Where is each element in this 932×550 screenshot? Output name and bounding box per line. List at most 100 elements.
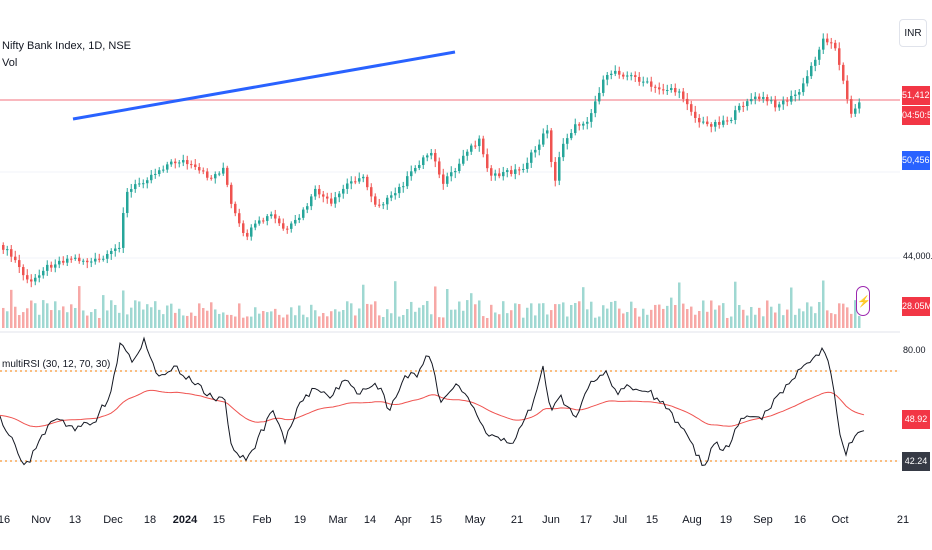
- candle-body: [498, 173, 501, 177]
- volume-bar: [158, 309, 161, 328]
- candle-body: [330, 198, 333, 204]
- candle-body: [178, 162, 181, 164]
- candle-body: [470, 145, 473, 152]
- rsi-line: [0, 336, 865, 466]
- candle-body: [506, 170, 509, 173]
- candlesticks: [2, 33, 861, 288]
- lightning-icon[interactable]: ⚡: [856, 286, 871, 316]
- time-axis-tick: 19: [293, 514, 307, 526]
- volume-bar: [102, 295, 105, 328]
- candle-body: [570, 133, 573, 139]
- volume-bar: [166, 305, 169, 328]
- candle-body: [26, 275, 29, 280]
- volume-bar: [314, 310, 317, 328]
- candle-body: [302, 209, 305, 218]
- candle-body: [762, 97, 765, 99]
- volume-bar: [258, 313, 261, 328]
- candle-body: [374, 196, 377, 205]
- candle-body: [298, 217, 301, 220]
- volume-bar: [610, 301, 613, 328]
- time-axis-tick: Nov: [31, 514, 51, 526]
- volume-bar: [438, 317, 441, 328]
- volume-bar: [250, 316, 253, 328]
- volume-bar: [342, 310, 345, 328]
- volume-bar: [2, 307, 5, 328]
- gridlines: [0, 99, 900, 462]
- volume-bar: [378, 315, 381, 328]
- volume-bar: [674, 305, 677, 328]
- volume-bar: [706, 311, 709, 328]
- volume-bar: [34, 303, 37, 328]
- volume-bar: [842, 303, 845, 328]
- candle-body: [266, 216, 269, 221]
- candle-body: [278, 218, 281, 224]
- volume-bar: [782, 315, 785, 328]
- volume-bar: [42, 300, 45, 328]
- price-chart-canvas[interactable]: [0, 0, 900, 510]
- volume-bar: [594, 317, 597, 328]
- candle-body: [262, 220, 265, 222]
- candle-body: [566, 138, 569, 144]
- candle-body: [442, 174, 445, 184]
- candle-body: [434, 152, 437, 162]
- volume-bar: [134, 300, 137, 328]
- time-axis-tick: 15: [429, 514, 443, 526]
- volume-bar: [138, 301, 141, 328]
- candle-body: [86, 260, 89, 263]
- trend-line-drawing: [72, 50, 456, 121]
- candle-body: [438, 161, 441, 175]
- volume-bar: [802, 311, 805, 328]
- candle-body: [410, 171, 413, 177]
- volume-bar: [58, 310, 61, 328]
- volume-bar: [766, 300, 769, 328]
- legend-title[interactable]: Nifty Bank Index, 1D, NSE: [2, 40, 131, 52]
- candle-body: [814, 59, 817, 66]
- currency-button[interactable]: INR: [899, 19, 927, 47]
- volume-bar: [650, 309, 653, 328]
- volume-bar: [738, 305, 741, 328]
- volume-bar: [510, 310, 513, 328]
- candle-body: [846, 80, 849, 100]
- candle-body: [174, 161, 177, 164]
- candle-body: [346, 183, 349, 189]
- volume-bar: [562, 302, 565, 328]
- candle-body: [526, 162, 529, 169]
- volume-bar: [50, 310, 53, 328]
- volume-bar: [30, 300, 33, 328]
- candle-body: [206, 171, 209, 178]
- volume-bar: [462, 310, 465, 328]
- candle-body: [682, 91, 685, 99]
- candle-body: [618, 70, 621, 75]
- volume-bar: [834, 314, 837, 328]
- volume-bar: [626, 312, 629, 328]
- candle-body: [194, 164, 197, 168]
- volume-bar: [130, 307, 133, 328]
- candle-body: [310, 196, 313, 207]
- volume-bar: [574, 302, 577, 328]
- volume-bar: [762, 316, 765, 328]
- candle-body: [218, 173, 221, 175]
- volume-bar: [518, 304, 521, 328]
- candle-body: [22, 267, 25, 276]
- volume-bar: [354, 315, 357, 328]
- legend-volume[interactable]: Vol: [2, 57, 18, 69]
- volume-bar: [466, 300, 469, 328]
- legend-rsi[interactable]: multiRSI (30, 12, 70, 30): [2, 359, 111, 370]
- volume-bar: [290, 307, 293, 328]
- candle-body: [430, 152, 433, 156]
- candle-body: [198, 167, 201, 171]
- candle-body: [94, 258, 97, 262]
- volume-bar: [394, 281, 397, 328]
- volume-bar: [386, 309, 389, 328]
- volume-bar: [846, 307, 849, 328]
- volume-bar: [210, 302, 213, 328]
- volume-bar: [126, 314, 129, 328]
- candle-body: [150, 174, 153, 181]
- candle-body: [274, 214, 277, 219]
- volume-bar: [362, 284, 365, 328]
- candle-body: [154, 173, 157, 175]
- volume-bar: [26, 308, 29, 328]
- volume-bar: [222, 312, 225, 328]
- volume-bar: [530, 303, 533, 328]
- volume-bar: [618, 308, 621, 328]
